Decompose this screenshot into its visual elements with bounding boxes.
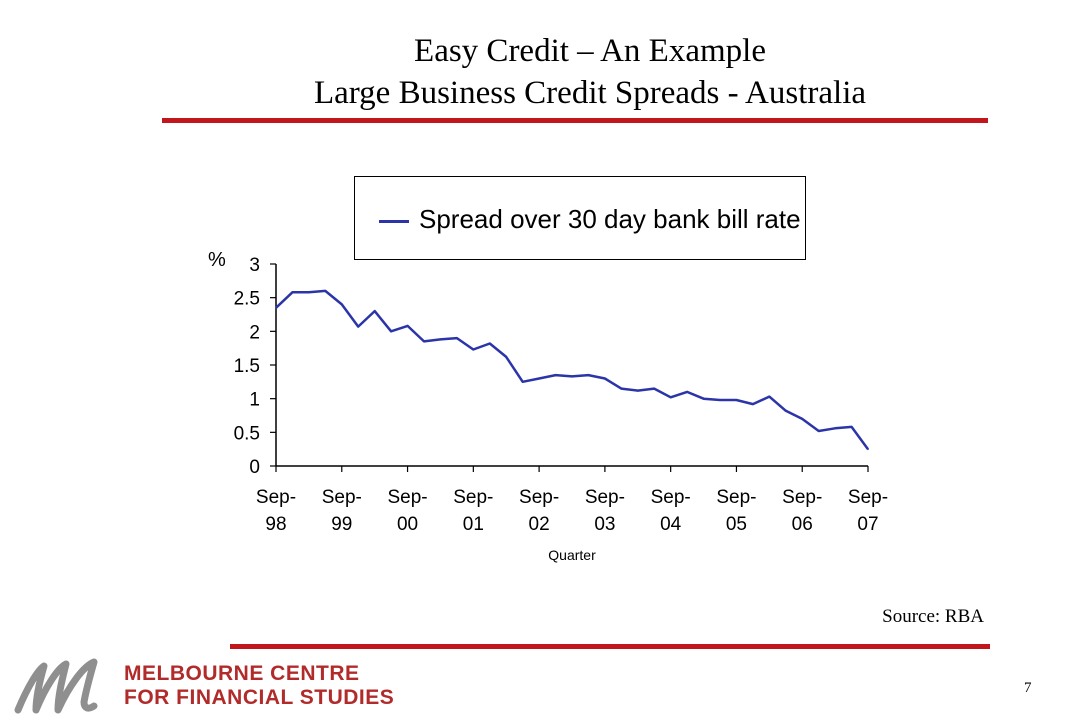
data-point	[784, 409, 787, 412]
data-point	[439, 338, 442, 341]
x-tick-label: Sep-98	[256, 487, 296, 535]
data-point	[505, 356, 508, 358]
y-tick-label: 0	[249, 457, 260, 478]
data-point	[604, 377, 606, 380]
data-point	[669, 396, 672, 399]
data-point	[275, 306, 277, 309]
x-tick-label: Sep-04	[651, 487, 691, 535]
data-point	[735, 399, 738, 401]
x-tick-label: Sep-07	[848, 487, 888, 535]
top-divider	[162, 118, 988, 123]
data-point	[850, 426, 853, 428]
page-number: 7	[1024, 680, 1032, 696]
x-tick-label: Sep-02	[519, 487, 559, 535]
data-point	[406, 325, 409, 327]
legend-label: Spread over 30 day bank bill rate	[419, 204, 801, 234]
x-tick-labels: Sep-98 Sep-99 Sep-00 Sep-01 Sep-02 Sep-03 Sep-…	[256, 487, 888, 535]
y-tick-label: 2.5	[234, 289, 260, 310]
data-point	[390, 330, 392, 333]
x-tick-label: Sep-03	[585, 487, 625, 535]
data-point	[291, 291, 294, 294]
bottom-divider	[230, 644, 990, 649]
series-layer	[275, 289, 870, 450]
series-line-spread	[275, 289, 870, 450]
x-tick-label: Sep-01	[453, 487, 493, 535]
y-tick-label: 2	[249, 322, 260, 343]
data-point	[554, 374, 557, 376]
x-tick-label: Sep-00	[387, 487, 427, 535]
data-point	[587, 374, 590, 376]
data-point	[768, 395, 771, 398]
x-tick-label: Sep-05	[716, 487, 756, 535]
data-point	[719, 399, 721, 401]
data-point	[308, 291, 310, 294]
data-point	[817, 430, 820, 432]
data-point	[472, 348, 475, 351]
x-tick-label: Sep-99	[322, 487, 362, 535]
data-point	[456, 337, 458, 339]
data-point	[357, 325, 360, 328]
data-point	[702, 397, 705, 400]
chart-axes	[270, 263, 869, 472]
data-point	[620, 387, 623, 390]
data-point	[373, 310, 376, 312]
data-point	[538, 377, 540, 380]
y-tick-label: 1.5	[234, 356, 260, 377]
y-tick-label: 0.5	[234, 423, 260, 444]
source-note: Source: RBA	[882, 606, 984, 627]
data-point	[801, 418, 804, 420]
y-axis-label: %	[208, 249, 226, 271]
data-point	[867, 448, 869, 450]
data-point	[571, 375, 573, 378]
y-tick-label: 3	[249, 255, 260, 276]
slide-title-line2: Large Business Credit Spreads - Australi…	[313, 75, 867, 111]
org-name-line2: FOR FINANCIAL STUDIES	[124, 686, 395, 709]
data-point	[686, 391, 688, 393]
slide-title-line1: Easy Credit – An Example	[414, 33, 766, 69]
x-axis-label: Quarter	[548, 547, 596, 563]
y-tick-labels: 0 0.5 1 1.5 2 2.5 3	[234, 255, 260, 478]
data-point	[752, 403, 754, 405]
y-tick-label: 1	[249, 390, 260, 411]
stylized-m-logo-icon	[14, 658, 98, 714]
data-point	[423, 340, 425, 343]
data-point	[834, 427, 836, 430]
data-point	[636, 389, 639, 392]
data-point	[521, 381, 524, 383]
data-point	[340, 303, 343, 306]
chart-legend: Spread over 30 day bank bill rate	[354, 176, 806, 260]
data-point	[324, 290, 327, 292]
x-tick-label: Sep-06	[782, 487, 822, 535]
org-name-line1: MELBOURNE CENTRE	[124, 662, 360, 685]
data-point	[653, 387, 656, 390]
data-point	[488, 342, 491, 345]
legend-swatch	[379, 220, 409, 223]
